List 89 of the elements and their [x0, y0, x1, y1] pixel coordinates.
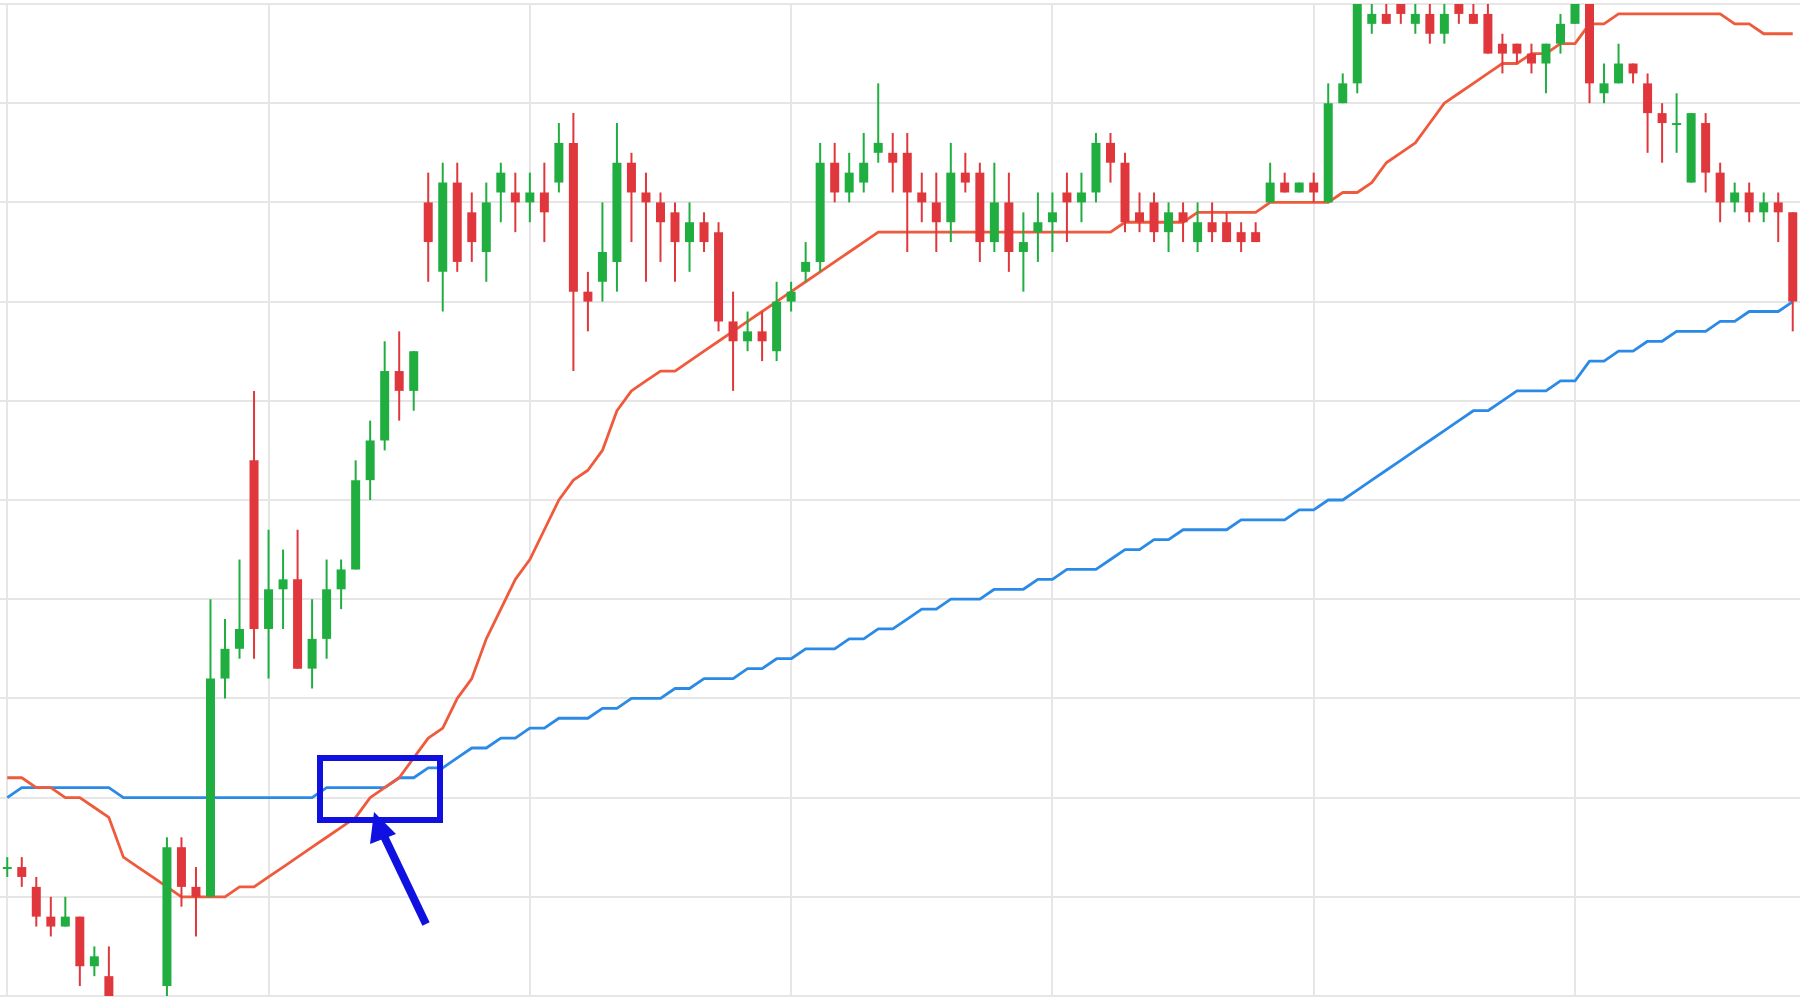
candlestick: [786, 280, 796, 313]
candlestick: [510, 171, 520, 234]
candlestick: [525, 171, 535, 224]
candlestick: [844, 151, 854, 204]
candlestick: [31, 875, 41, 928]
candlestick: [1439, 3, 1449, 45]
candlestick: [1033, 191, 1043, 263]
candlestick: [902, 131, 912, 253]
candlestick: [1164, 201, 1174, 253]
candlestick: [1744, 181, 1754, 224]
candlestick: [1178, 201, 1188, 244]
candlestick: [496, 161, 506, 224]
candlestick: [641, 171, 651, 283]
candlestick: [89, 945, 99, 978]
candlestick: [1614, 42, 1624, 85]
candlestick: [830, 141, 840, 204]
candlestick: [685, 201, 695, 273]
candlestick: [1570, 3, 1580, 25]
candlestick: [539, 161, 549, 244]
candlestick: [1759, 191, 1769, 224]
candlestick: [670, 201, 680, 283]
candlestick: [1396, 3, 1406, 25]
candlestick: [1468, 3, 1478, 25]
candlestick: [2, 856, 12, 878]
candlestick: [409, 350, 419, 412]
candlestick: [1047, 191, 1057, 253]
candlestick: [1599, 62, 1609, 105]
candlestick: [1425, 3, 1435, 45]
candlestick: [1309, 171, 1319, 204]
candlestick: [728, 290, 738, 392]
candlestick: [1454, 3, 1464, 25]
candlestick: [699, 211, 709, 253]
candlestick: [220, 618, 230, 700]
candlestick: [1338, 72, 1348, 105]
candlestick: [1076, 171, 1086, 224]
candlestick: [1730, 181, 1740, 214]
candlestick: [1483, 3, 1493, 55]
candlestick: [583, 270, 593, 333]
candlestick: [1193, 201, 1203, 253]
candlestick: [1222, 211, 1232, 244]
candlestick: [307, 598, 317, 690]
candlestick: [1265, 161, 1275, 204]
candlestick: [336, 558, 346, 611]
candlestick: [917, 171, 927, 224]
candlestick: [743, 310, 753, 353]
candlestick: [989, 161, 999, 253]
candlestick: [1381, 3, 1391, 25]
candlestick: [597, 201, 607, 303]
candlestick: [235, 558, 245, 660]
candlestick: [394, 330, 404, 422]
candlestick: [423, 171, 433, 283]
candlestick: [1207, 201, 1217, 244]
candlestick: [1541, 42, 1551, 95]
candlestick: [931, 171, 941, 253]
candlestick: [264, 528, 274, 680]
candlestick: [1135, 191, 1145, 234]
candlestick: [46, 895, 56, 938]
candlestick: [1105, 131, 1115, 184]
candlestick: [757, 310, 767, 363]
candlestick: [278, 548, 288, 630]
candlestick: [888, 131, 898, 194]
candlestick: [960, 151, 970, 194]
candlestick: [1643, 72, 1653, 154]
candlestick: [1018, 211, 1028, 293]
candlestick: [1526, 42, 1536, 75]
candlestick: [176, 836, 186, 908]
candlestick: [191, 866, 201, 938]
candlestick: [1497, 32, 1507, 75]
candlestick: [655, 191, 665, 263]
candlestick: [1773, 191, 1783, 244]
candlestick: [1410, 3, 1420, 35]
candlestick: [17, 856, 27, 888]
candlestick: [467, 191, 477, 263]
candlestick: [365, 419, 375, 501]
candlestick: [554, 122, 564, 194]
candlestick: [1149, 191, 1159, 244]
candlestick: [1715, 161, 1725, 224]
candlestick: [1062, 171, 1072, 244]
candlestick: [1236, 221, 1246, 253]
candlestick: [626, 151, 636, 244]
candlestick: [1657, 102, 1667, 164]
candlestick: [60, 895, 70, 928]
candlestick: [1672, 92, 1682, 154]
candlestick: [873, 82, 883, 164]
candlestick: [104, 945, 114, 997]
candlestick: [1367, 3, 1377, 35]
candlestick: [859, 131, 869, 194]
candlestick: [1555, 12, 1565, 55]
candlestick: [801, 241, 811, 283]
